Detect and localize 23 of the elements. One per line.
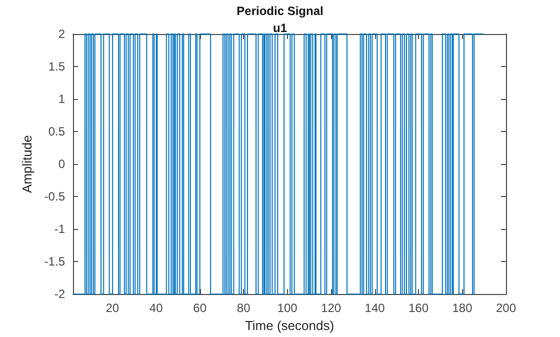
chart-title: Periodic Signal (236, 4, 324, 18)
chart-subtitle: u1 (272, 21, 288, 35)
x-tick-label: 20 (106, 301, 120, 316)
x-tick-label: 200 (496, 301, 516, 316)
x-tick-label: 60 (193, 301, 207, 316)
x-tick-label: 180 (452, 301, 473, 316)
y-axis-title: Amplitude (19, 135, 34, 193)
x-tick-label: 80 (236, 301, 251, 316)
y-tick-label: 1 (58, 92, 66, 106)
x-tick-label: 160 (408, 301, 429, 316)
x-tick-label: 120 (321, 301, 342, 316)
x-tick-label: 40 (149, 301, 164, 316)
y-tick-label: 2 (58, 27, 66, 41)
x-tick-label: 140 (364, 301, 386, 316)
y-tick-label: -1.5 (44, 254, 66, 269)
y-tick-label: -1 (54, 222, 66, 236)
x-tick-label: 100 (277, 301, 298, 316)
y-tick-label: -0.5 (44, 190, 66, 204)
y-tick-label: 0.5 (48, 124, 66, 139)
y-tick-label: 1.5 (48, 60, 66, 74)
x-axis-title: Time (seconds) (244, 318, 334, 333)
y-tick-label: -2 (54, 287, 66, 302)
y-tick-label: 0 (58, 157, 66, 172)
